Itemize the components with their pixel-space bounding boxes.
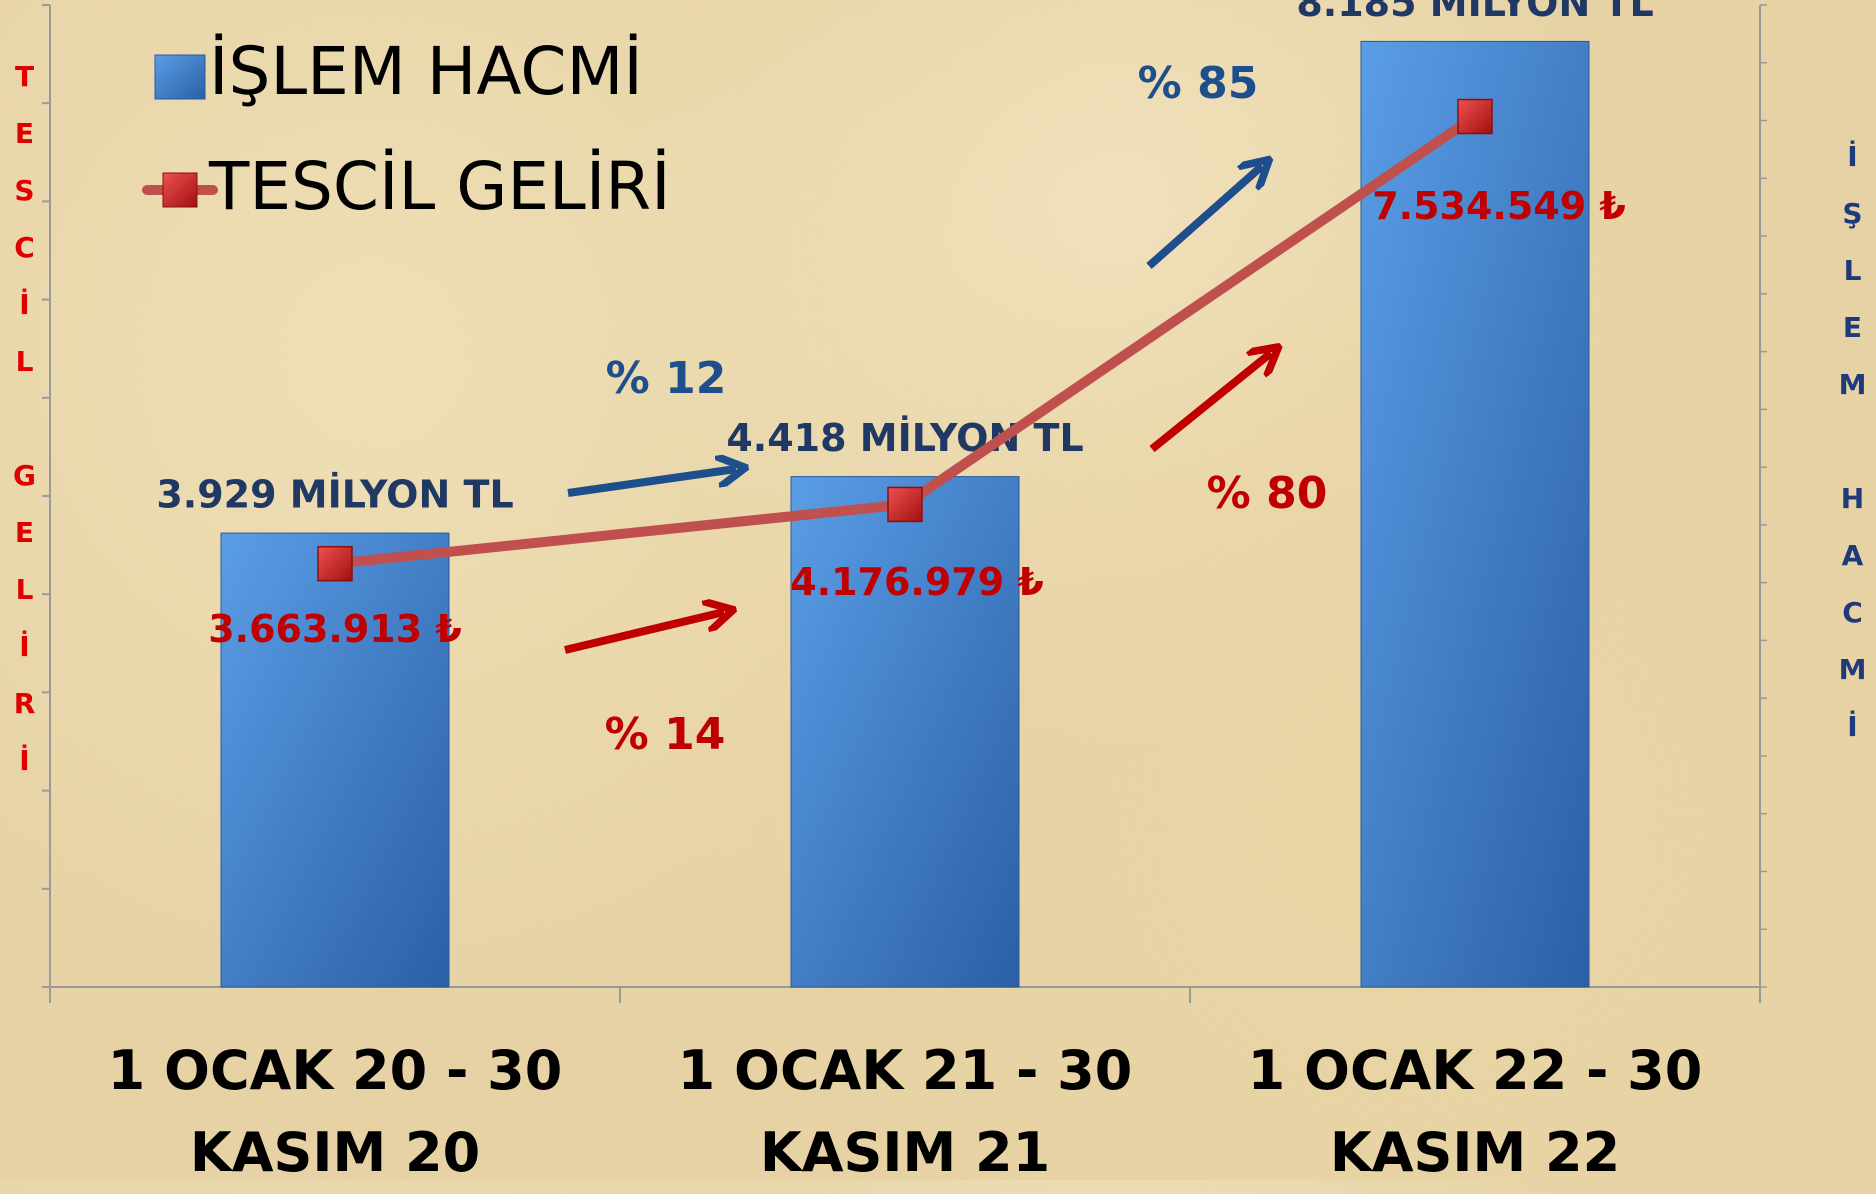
data-label: 7.534.549 ₺ (1372, 184, 1626, 228)
y-axis-label: TESCİL GELİRİ (8, 60, 41, 801)
legend-label: İŞLEM HACMİ (209, 33, 643, 110)
line-marker (887, 486, 923, 523)
annotation: % 85 (1138, 58, 1259, 109)
annotation: % 14 (605, 709, 726, 760)
legend-swatch (154, 54, 206, 100)
x-tick-label: 1 OCAK 20 - 30 KASIM 20 (107, 1039, 563, 1184)
arrow (1146, 166, 1262, 269)
data-label: 4.176.979 ₺ (790, 560, 1044, 604)
annotation: % 80 (1207, 468, 1328, 519)
data-label: 3.663.913 ₺ (208, 607, 462, 651)
y2-axis-label: İŞLEM HACMİ (1836, 140, 1869, 767)
line-marker (317, 545, 353, 582)
x-tick-label: 1 OCAK 22 - 30 KASIM 22 (1247, 1039, 1703, 1184)
bar (1360, 40, 1590, 988)
line-marker (1457, 98, 1493, 135)
arrow (564, 612, 724, 654)
x-tick-label: 1 OCAK 21 - 30 KASIM 21 (677, 1039, 1133, 1184)
annotation: % 12 (606, 353, 727, 404)
data-label: 8.185 MİLYON TL (1296, 0, 1653, 25)
arrow (567, 469, 736, 497)
legend-swatch (162, 172, 198, 208)
bar (220, 532, 450, 988)
arrow (1149, 353, 1271, 453)
data-label: 3.929 MİLYON TL (156, 473, 513, 517)
legend-label: TESCİL GELİRİ (209, 148, 671, 225)
arrows (564, 166, 1271, 654)
bar (790, 476, 1020, 988)
